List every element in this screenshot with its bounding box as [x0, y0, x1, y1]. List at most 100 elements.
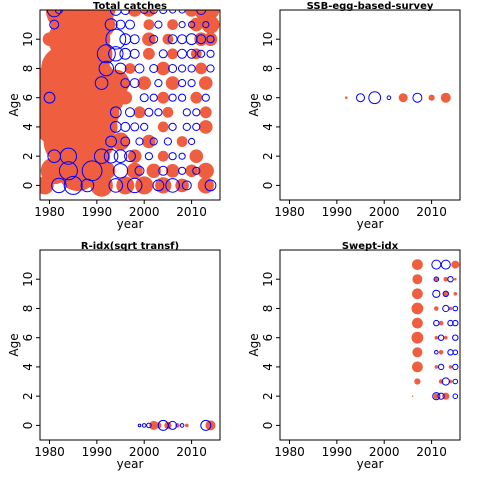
positive-residual-bubble: [146, 163, 161, 178]
negative-residual-bubble: [105, 135, 117, 148]
negative-residual-bubble: [452, 349, 459, 356]
negative-residual-bubble: [134, 63, 145, 74]
negative-residual-bubble: [202, 21, 210, 29]
negative-residual-bubble: [452, 334, 459, 341]
negative-residual-bubble: [96, 44, 116, 64]
negative-residual-bubble: [442, 290, 449, 297]
positive-residual-bubble: [176, 136, 188, 147]
positive-residual-bubble: [398, 93, 408, 103]
positive-residual-bubble: [412, 317, 423, 329]
y-tick-label: 6: [261, 94, 275, 102]
positive-residual-bubble: [165, 76, 180, 90]
plot-frame: [279, 9, 461, 201]
positive-residual-bubble: [203, 32, 218, 46]
negative-residual-bubble: [103, 148, 119, 164]
negative-residual-bubble: [51, 177, 67, 194]
negative-residual-bubble: [201, 93, 210, 102]
negative-residual-bubble: [196, 34, 207, 45]
positive-residual-bubble: [185, 164, 198, 178]
x-axis-label: year: [117, 217, 144, 231]
negative-residual-bubble: [192, 122, 201, 132]
x-tick-label: 1990: [82, 205, 113, 219]
positive-residual-bubble: [443, 276, 449, 282]
y-tick-label: 6: [21, 334, 35, 342]
positive-residual-bubble: [412, 347, 423, 358]
negative-residual-bubble: [182, 108, 191, 117]
negative-residual-bubble: [178, 152, 186, 160]
negative-residual-bubble: [452, 393, 459, 400]
negative-residual-bubble: [192, 108, 201, 117]
negative-residual-bubble: [196, 10, 207, 15]
negative-residual-bubble: [124, 150, 136, 163]
positive-residual-bubble: [189, 17, 204, 32]
negative-residual-bubble: [206, 35, 215, 44]
negative-residual-bubble: [159, 10, 168, 15]
x-tick-label: 2010: [176, 205, 207, 219]
negative-residual-bubble: [447, 276, 454, 283]
negative-residual-bubble: [452, 305, 459, 312]
negative-residual-bubble: [452, 319, 459, 327]
positive-residual-bubble: [201, 15, 220, 34]
chart-panel-2: 1980 1990 2000 2010 0 2 4 6 8 10 SSB-egg-based-sur…: [247, 1, 461, 231]
y-tick-label: 2: [21, 392, 35, 400]
negative-residual-bubble: [63, 175, 83, 195]
y-axis-label: Age: [7, 333, 21, 356]
negative-residual-bubble: [437, 334, 445, 341]
positive-residual-bubble: [428, 94, 435, 101]
y-axis-label: Age: [7, 93, 21, 116]
x-tick-label: 2010: [416, 445, 447, 459]
y-axis-label: Age: [247, 333, 261, 356]
bubble-layer: [137, 419, 216, 431]
negative-residual-bubble: [177, 48, 188, 59]
positive-residual-bubble: [149, 420, 159, 430]
negative-residual-bubble: [168, 122, 177, 132]
negative-residual-bubble: [130, 122, 140, 132]
positive-residual-bubble: [190, 91, 203, 104]
chart-panel-3: 1980 1990 2000 2010 0 2 4 6 8 10 R-idx(sqrt transf…: [7, 241, 221, 471]
y-tick-label: 0: [21, 182, 35, 190]
negative-residual-bubble: [154, 20, 163, 29]
negative-residual-bubble: [149, 34, 159, 44]
negative-residual-bubble: [386, 95, 392, 100]
positive-residual-bubble: [118, 90, 133, 105]
chart-title: Total catches: [93, 1, 167, 12]
y-tick-label: 8: [21, 65, 35, 73]
negative-residual-bubble: [94, 76, 109, 90]
positive-residual-bubble: [157, 91, 170, 104]
y-tick-label: 8: [261, 65, 275, 73]
negative-residual-bubble: [188, 137, 196, 146]
negative-residual-bubble: [452, 378, 459, 385]
positive-residual-bubble: [434, 277, 439, 282]
negative-residual-bubble: [442, 304, 450, 313]
negative-residual-bubble: [109, 106, 122, 119]
y-tick-label: 10: [261, 272, 275, 287]
positive-residual-bubble: [143, 47, 155, 60]
negative-residual-bubble: [192, 166, 201, 175]
positive-residual-bubble: [137, 76, 151, 90]
negative-residual-bubble: [182, 122, 191, 132]
x-tick-label: 1990: [322, 445, 353, 459]
negative-residual-bubble: [200, 419, 212, 431]
y-tick-label: 4: [21, 363, 35, 371]
chart-title: R-idx(sqrt transf): [81, 241, 179, 252]
negative-residual-bubble: [197, 49, 206, 58]
x-tick-label: 2000: [129, 205, 160, 219]
x-tick-label: 2000: [129, 445, 160, 459]
positive-residual-bubble: [448, 306, 453, 311]
negative-residual-bubble: [204, 179, 217, 192]
positive-residual-bubble: [440, 92, 451, 103]
chart-panel-1: 1980 1990 2000 2010 0 2 4 6 8 10 Total catches year…: [7, 1, 221, 231]
negative-residual-bubble: [452, 363, 459, 371]
positive-residual-bubble: [411, 395, 414, 397]
negative-residual-bubble: [105, 28, 127, 50]
positive-residual-bubble: [412, 274, 423, 285]
positive-residual-bubble: [142, 10, 156, 17]
positive-residual-bubble: [127, 10, 142, 17]
y-tick-label: 4: [261, 363, 275, 371]
positive-residual-bubble: [124, 63, 136, 74]
x-tick-label: 1990: [82, 445, 113, 459]
negative-residual-bubble: [46, 10, 62, 18]
negative-residual-bubble: [433, 319, 440, 327]
negative-residual-bubble: [144, 152, 153, 161]
negative-residual-bubble: [112, 163, 129, 179]
